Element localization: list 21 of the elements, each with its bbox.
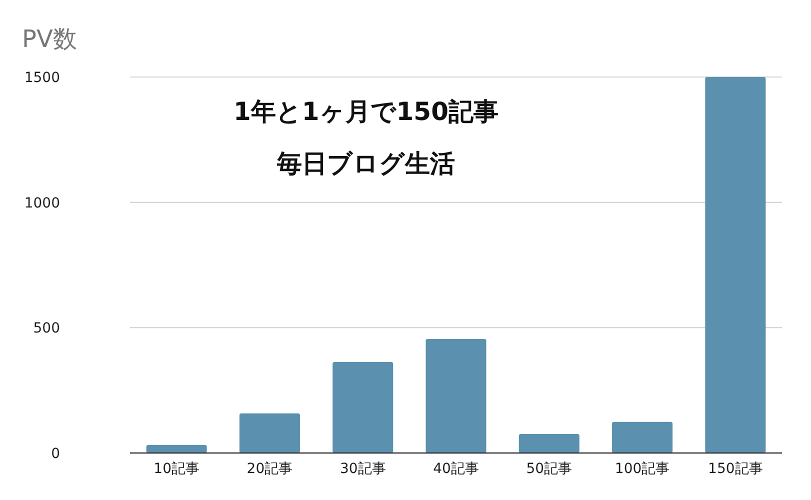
y-tick-label: 1500 xyxy=(24,70,60,86)
annotation: 毎日ブログ生活 xyxy=(276,149,455,178)
annotation: 1年と1ヶ月で150記事 xyxy=(234,97,498,126)
bar xyxy=(332,362,394,453)
y-axis-title: PV数 xyxy=(22,25,77,53)
bar xyxy=(518,434,580,453)
bar xyxy=(612,422,673,453)
x-tick-label: 50記事 xyxy=(526,461,572,477)
bar xyxy=(239,413,300,453)
x-tick-label: 100記事 xyxy=(614,461,670,477)
x-tick-label: 30記事 xyxy=(340,461,386,477)
bar xyxy=(146,444,207,453)
bar xyxy=(426,338,486,453)
y-tick-label: 0 xyxy=(51,446,60,462)
y-tick-label: 500 xyxy=(33,320,60,337)
x-tick-label: 150記事 xyxy=(708,461,763,477)
x-tick-label: 10記事 xyxy=(154,461,200,477)
x-tick-label: 40記事 xyxy=(433,461,479,477)
y-tick-label: 1000 xyxy=(24,195,60,212)
x-tick-label: 20記事 xyxy=(246,461,293,477)
bar xyxy=(705,77,766,453)
